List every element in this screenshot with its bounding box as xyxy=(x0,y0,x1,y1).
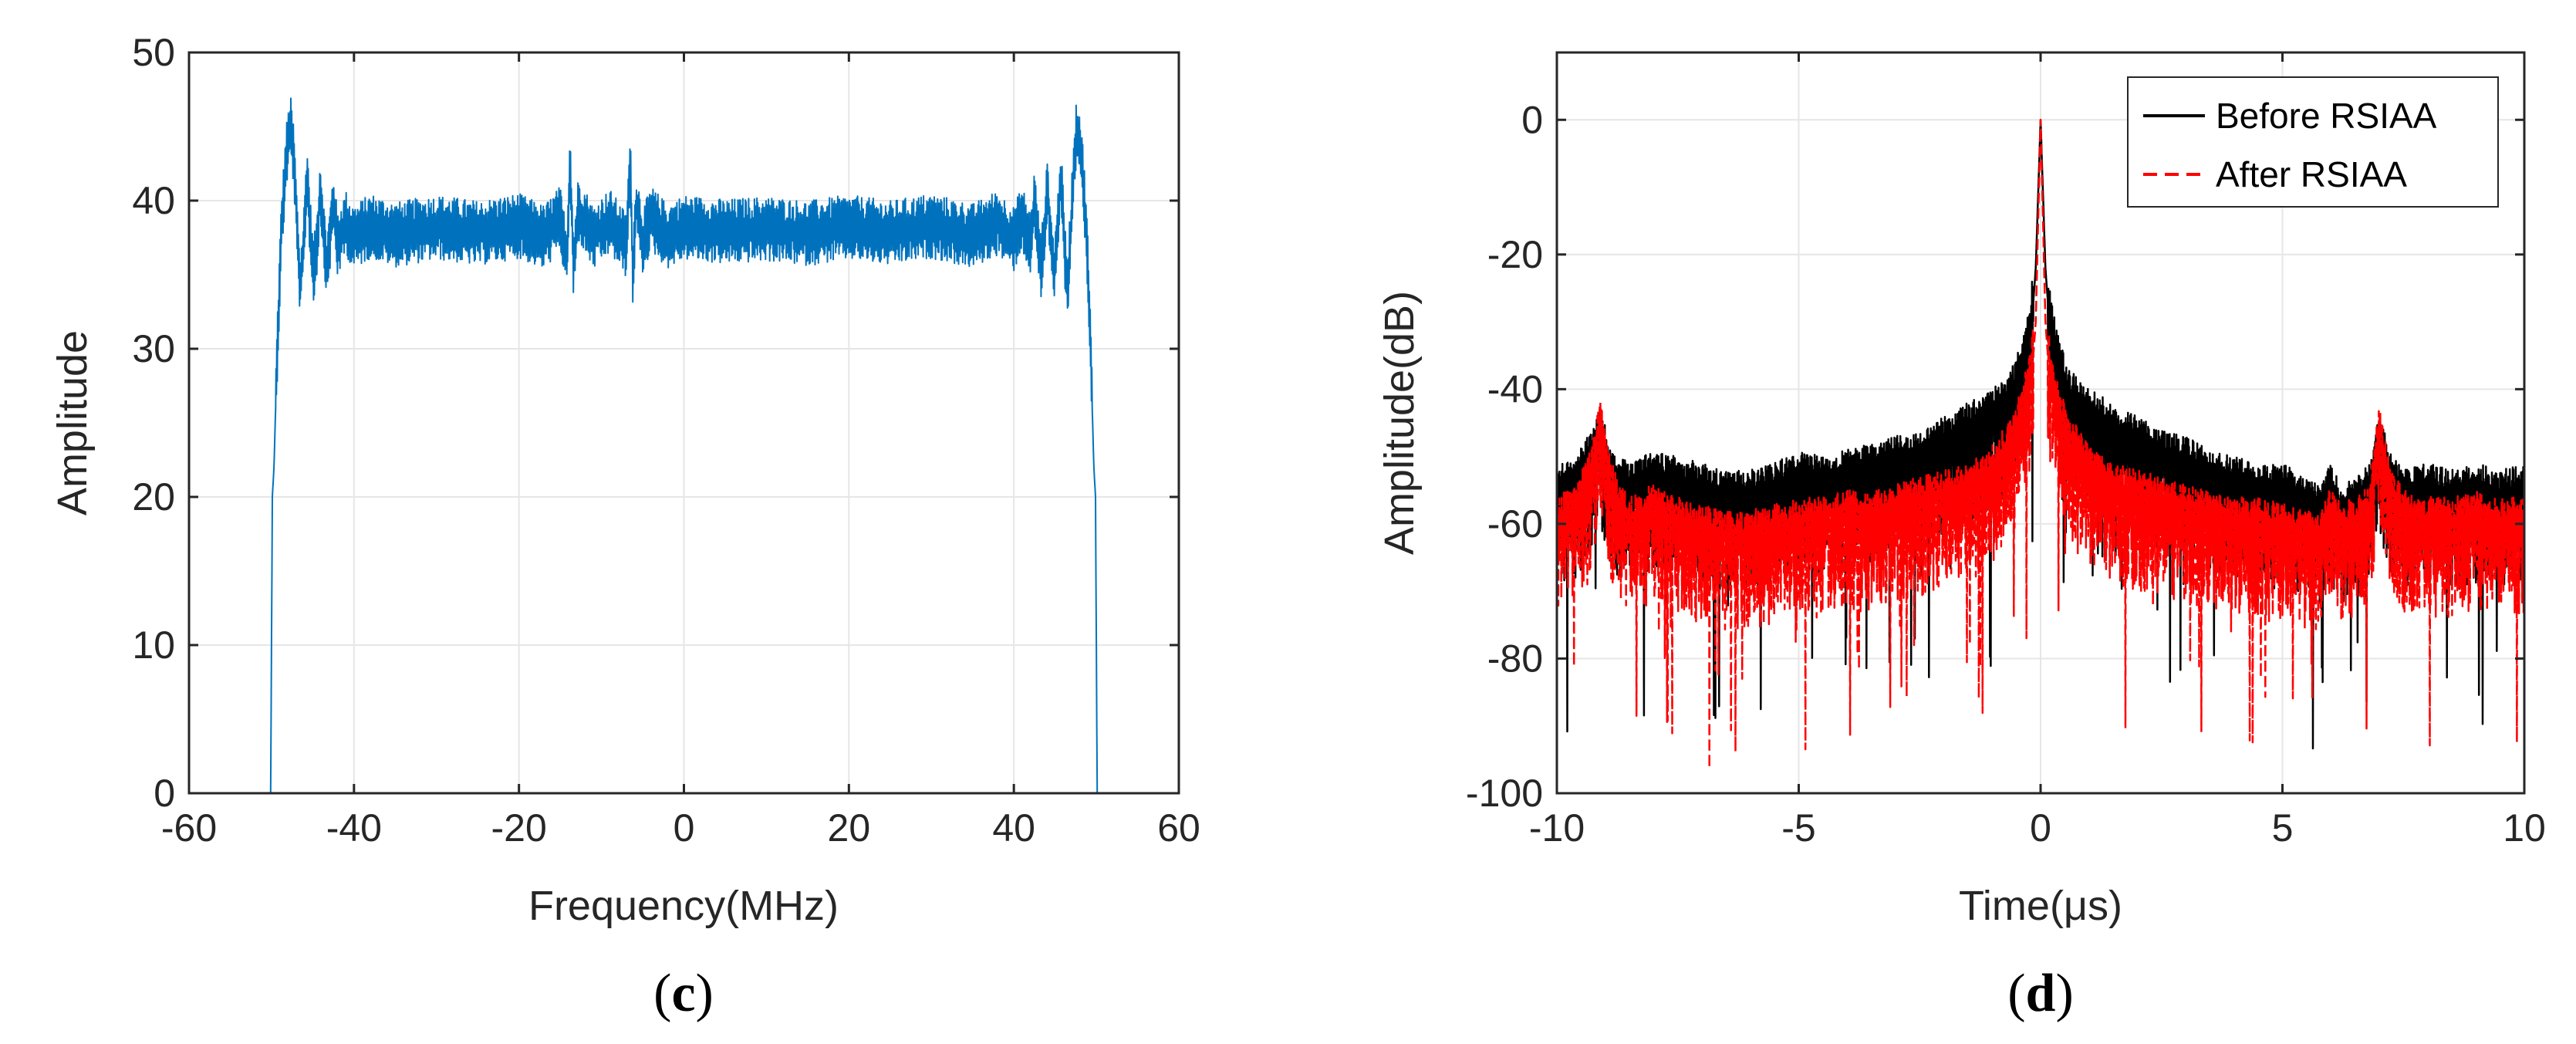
chart-c-series-spectrum xyxy=(188,97,1180,794)
chart-d-ytick-label: -100 xyxy=(1466,772,1543,815)
chart-c-panel-label: (c) xyxy=(653,964,714,1023)
chart-c-xtick-label: -40 xyxy=(326,806,382,850)
chart-c-ytick-label: 50 xyxy=(132,31,175,74)
chart-c-ytick-label: 20 xyxy=(132,475,175,519)
chart-d-xlabel: Time(μs) xyxy=(1959,883,2122,929)
chart-d-ytick-label: -20 xyxy=(1487,233,1543,276)
chart-d-ytick-label: -60 xyxy=(1487,502,1543,546)
chart-c-ytick-label: 30 xyxy=(132,327,175,370)
chart-d-xtick-label: 0 xyxy=(2030,806,2051,850)
chart-c-xtick-label: -20 xyxy=(491,806,547,850)
chart-d-xtick-label: 10 xyxy=(2503,806,2546,850)
chart-d-panel-close: ) xyxy=(2055,964,2073,1023)
chart-d-panel-open: ( xyxy=(2007,964,2025,1023)
chart-c-frequency-spectrum: -60 -40 -20 0 20 40 60 0 10 20 30 40 50 Frequency(MH… xyxy=(49,31,1200,1023)
chart-c-panel-letter: c xyxy=(671,964,695,1023)
chart-c-ytick-label: 0 xyxy=(154,772,175,815)
chart-c-panel-close: ) xyxy=(696,964,714,1023)
chart-c-xtick-label: 0 xyxy=(674,806,695,850)
chart-d-panel-label: (d) xyxy=(2007,964,2074,1023)
chart-c-xtick-label: 40 xyxy=(992,806,1035,850)
chart-d-ylabel: Amplitude(dB) xyxy=(1376,291,1423,555)
chart-c-series-group xyxy=(188,97,1180,794)
chart-d-ticks: -10 -5 0 5 10 -100 -80 -60 -40 -20 0 xyxy=(1466,52,2546,850)
legend-label-before-rsiaa: Before RSIAA xyxy=(2216,96,2437,136)
chart-c-xtick-label: 20 xyxy=(828,806,871,850)
chart-d-series-after-rsiaa xyxy=(1555,119,2526,769)
chart-d-xtick-label: 5 xyxy=(2272,806,2294,850)
chart-c-ticks: -60 -40 -20 0 20 40 60 0 10 20 30 40 50 xyxy=(132,31,1200,850)
chart-d-panel-letter: d xyxy=(2026,964,2056,1023)
chart-d-xtick-label: -5 xyxy=(1781,806,1815,850)
chart-c-ytick-label: 40 xyxy=(132,179,175,222)
chart-c-panel-open: ( xyxy=(653,964,671,1023)
chart-d-legend-box xyxy=(2127,76,2499,208)
chart-d-ytick-label: -80 xyxy=(1487,637,1543,680)
chart-d-ytick-label: -40 xyxy=(1487,367,1543,411)
chart-c-xtick-label: -60 xyxy=(161,806,217,850)
chart-c-xlabel: Frequency(MHz) xyxy=(528,883,839,929)
chart-d-series-group xyxy=(1555,119,2526,769)
chart-c-ylabel: Amplitude xyxy=(49,330,96,515)
chart-c-ytick-label: 10 xyxy=(132,623,175,667)
chart-c-xtick-label: 60 xyxy=(1157,806,1200,850)
legend-label-after-rsiaa: After RSIAA xyxy=(2216,154,2407,194)
chart-d-ytick-label: 0 xyxy=(1521,98,1543,141)
chart-d-time-response: -10 -5 0 5 10 -100 -80 -60 -40 -20 0 Time(μs) Ampl… xyxy=(1376,51,2546,1023)
chart-d-legend: Before RSIAA After RSIAA xyxy=(2127,76,2499,208)
chart-d-xtick-label: -10 xyxy=(1529,806,1585,850)
